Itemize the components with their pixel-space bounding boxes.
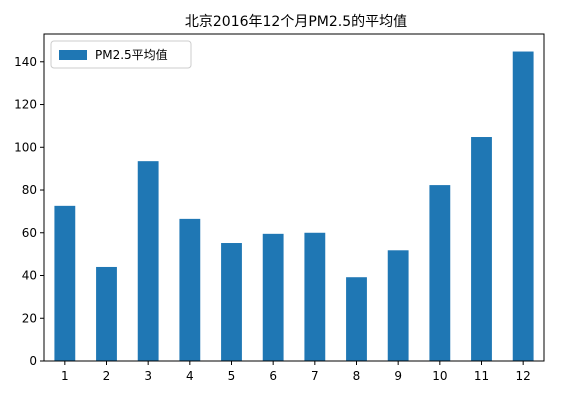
bar-12 <box>512 51 534 361</box>
bar-1 <box>54 205 76 361</box>
x-tick-label-8: 8 <box>353 369 361 383</box>
x-tick-label-5: 5 <box>228 369 236 383</box>
axes-frame <box>43 33 545 362</box>
x-tick-label-11: 11 <box>474 369 489 383</box>
bar-10 <box>429 185 451 361</box>
y-tick-label-60: 60 <box>22 226 37 240</box>
x-tick-label-6: 6 <box>269 369 277 383</box>
chart-title: 北京2016年12个月PM2.5的平均值 <box>185 14 407 30</box>
bar-5 <box>221 243 242 361</box>
legend: PM2.5平均值 <box>50 40 192 69</box>
bar-11 <box>471 137 492 361</box>
y-tick-label-100: 100 <box>14 140 37 154</box>
bar-3 <box>137 161 159 361</box>
bar-2 <box>96 266 117 361</box>
bar-6 <box>262 233 284 361</box>
x-tick-label-4: 4 <box>186 369 194 383</box>
x-tick-label-7: 7 <box>311 369 319 383</box>
y-tick-label-80: 80 <box>22 183 37 197</box>
y-tick-label-120: 120 <box>14 98 37 112</box>
x-tick-label-12: 12 <box>516 369 531 383</box>
legend-label: PM2.5平均值 <box>95 47 168 62</box>
x-tick-label-9: 9 <box>394 369 402 383</box>
y-tick-label-140: 140 <box>14 55 37 69</box>
bar-7 <box>304 232 326 361</box>
legend-swatch <box>59 50 87 60</box>
y-tick-label-40: 40 <box>22 269 37 283</box>
x-tick-label-2: 2 <box>103 369 111 383</box>
x-tick-label-3: 3 <box>144 369 152 383</box>
y-tick-label-20: 20 <box>22 311 37 325</box>
bar-9 <box>387 250 409 361</box>
x-tick-label-10: 10 <box>432 369 447 383</box>
y-tick-label-0: 0 <box>29 354 37 368</box>
bar-8 <box>346 277 367 361</box>
bar-4 <box>179 218 201 361</box>
x-tick-label-1: 1 <box>61 369 69 383</box>
legend-box <box>50 40 192 69</box>
